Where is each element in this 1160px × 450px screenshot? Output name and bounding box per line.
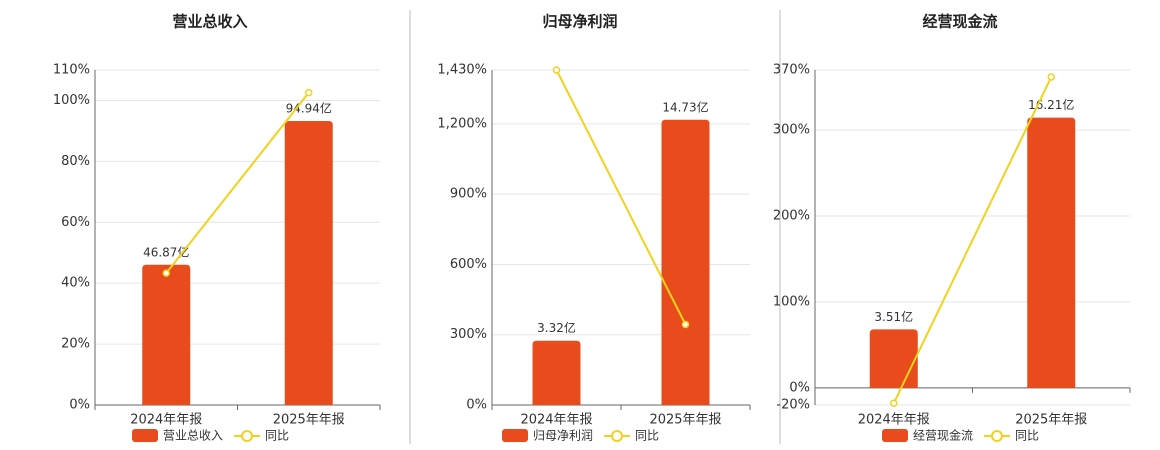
legend-swatch [502,429,528,442]
y-tick-label: 60% [61,215,90,230]
line-point [890,399,898,408]
x-tick-label: 2024年年报 [520,413,592,428]
data-label: 3.51亿 [874,309,913,324]
bar [869,329,918,388]
x-tick-label: 2025年年报 [273,413,345,428]
line-point [552,66,561,74]
y-tick-label: 200% [773,209,810,224]
legend-swatch [132,429,158,442]
y-tick-label: 110% [53,63,90,78]
chart-title: 经营现金流 [922,13,997,31]
data-label: 46.87亿 [143,244,189,259]
legend-label: 同比 [635,429,659,443]
bar [532,340,581,405]
line-point [162,269,170,277]
x-tick-label: 2025年年报 [649,413,721,428]
line-point [305,88,313,97]
line [555,69,687,325]
y-tick-label: 1,430% [437,63,487,78]
y-tick-label: 0% [789,380,810,395]
data-label: 14.73亿 [662,99,708,114]
legend-swatch [882,429,908,442]
x-tick-label: 2025年年报 [1015,413,1087,428]
y-tick-label: 370% [773,63,810,78]
data-label: 94.94亿 [286,101,332,116]
legend-marker [611,430,623,442]
legend-label: 营业总收入 [163,429,223,443]
bar [1027,117,1076,388]
chart-title: 营业总收入 [172,13,247,31]
y-tick-label: 100% [53,93,90,108]
y-tick-label: 1,200% [437,116,487,131]
x-tick-label: 2024年年报 [130,413,202,428]
bar [142,264,191,405]
bar [661,119,710,405]
y-tick-label: -20% [776,398,810,413]
y-tick-label: 40% [61,276,90,291]
bar [284,121,333,405]
y-tick-label: 600% [450,257,487,272]
line-point [1047,73,1055,81]
line [165,92,310,274]
legend-marker [991,430,1003,442]
y-tick-label: 0% [466,398,487,413]
legend-label: 经营现金流 [913,428,973,443]
y-tick-label: 20% [61,337,90,352]
data-label: 3.32亿 [537,320,576,335]
line-point [681,320,690,329]
y-tick-label: 0% [69,398,90,413]
y-tick-label: 80% [61,154,90,169]
line [892,76,1053,404]
y-tick-label: 100% [773,294,810,309]
chart-title: 归母净利润 [542,13,617,31]
y-tick-label: 900% [450,187,487,202]
legend-label: 同比 [1015,429,1039,443]
y-tick-label: 300% [450,327,487,342]
y-tick-label: 300% [773,123,810,138]
legend-label: 同比 [265,429,289,443]
legend-marker [241,430,253,442]
x-tick-label: 2024年年报 [858,413,930,428]
legend-label: 归母净利润 [533,429,593,443]
